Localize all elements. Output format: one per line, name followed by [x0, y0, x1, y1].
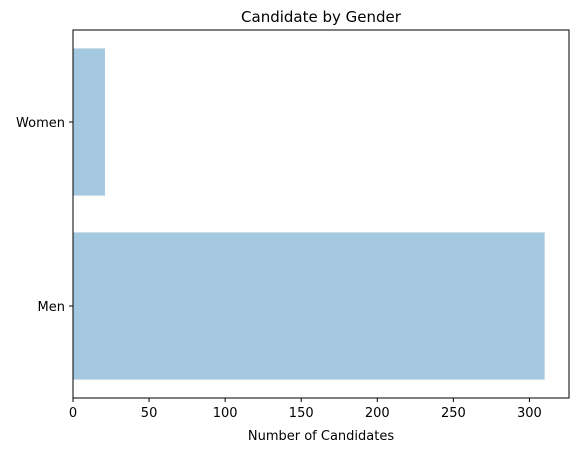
chart-title: Candidate by Gender [241, 8, 402, 26]
x-tick-label: 0 [69, 406, 77, 421]
y-tick-label: Men [38, 300, 65, 315]
x-tick-label: 200 [365, 406, 390, 421]
x-tick-label: 300 [517, 406, 542, 421]
x-axis-ticks: 0 50 100 150 200 250 300 [69, 398, 542, 421]
x-axis-label: Number of Candidates [248, 429, 394, 444]
bar-men [73, 232, 545, 380]
x-tick-label: 250 [441, 406, 466, 421]
axes-frame [72, 29, 570, 399]
y-axis-ticks: Men Women [16, 116, 73, 315]
x-tick-label: 50 [141, 406, 158, 421]
x-tick-label: 150 [289, 406, 314, 421]
y-tick-label: Women [16, 116, 65, 131]
bars-group [73, 48, 545, 380]
bar-women [73, 48, 105, 196]
x-tick-label: 100 [213, 406, 238, 421]
